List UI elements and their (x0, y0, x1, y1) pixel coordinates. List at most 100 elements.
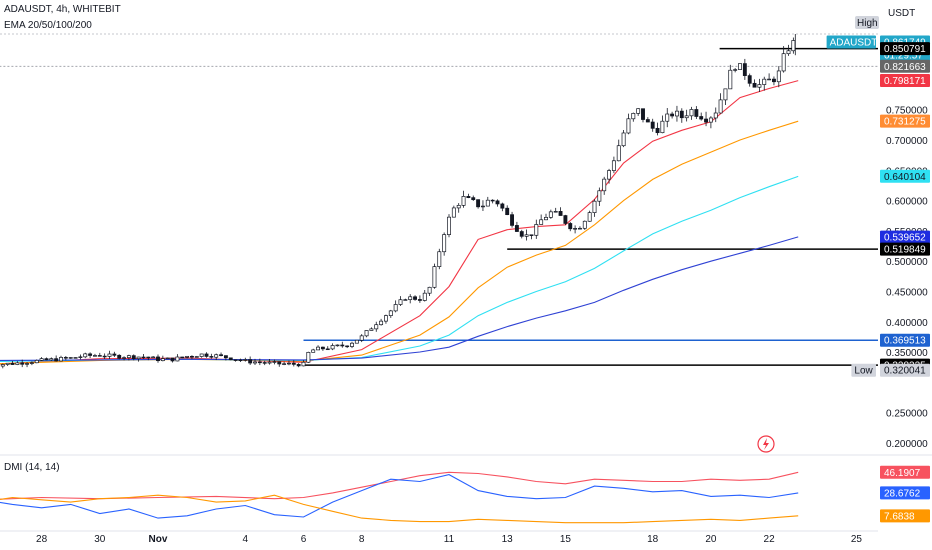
candle (15, 361, 20, 366)
candle-body (151, 356, 156, 359)
high-tag: High (855, 16, 879, 29)
candle (655, 122, 660, 136)
price-tick-label: 0.750000 (886, 106, 928, 117)
candle (126, 354, 131, 361)
candle (107, 350, 112, 359)
candle (29, 361, 34, 366)
candle-body (548, 211, 553, 218)
dmi-tag-value: 7.6838 (884, 511, 915, 522)
candle (214, 353, 219, 361)
time-tick-label: 8 (359, 534, 365, 545)
time-tick-label: 11 (444, 534, 455, 545)
ema-lines (0, 80, 799, 365)
candle (199, 353, 204, 358)
candle-body (354, 339, 359, 344)
candle-body (713, 112, 718, 119)
candle (432, 263, 437, 289)
candle (442, 232, 447, 256)
candle (621, 129, 626, 148)
candle-body (287, 362, 291, 365)
candle (359, 334, 364, 343)
lightning-bolt-icon[interactable] (757, 435, 775, 453)
candle-body (311, 349, 316, 353)
time-axis-ticks[interactable]: 28 30 Nov 4 6 8 11 13 15 18 20 22 25 (36, 534, 862, 545)
candle-body (374, 324, 379, 330)
candle (476, 199, 481, 209)
candle (379, 318, 384, 326)
candle (413, 295, 418, 301)
candle-body (728, 69, 733, 90)
candle-body (369, 328, 374, 331)
candle-body (786, 50, 791, 55)
dmi-legend[interactable]: DMI (14, 14) (4, 462, 60, 473)
candle (112, 351, 117, 357)
candle-body (243, 359, 248, 361)
candle (708, 116, 713, 129)
candle (151, 356, 156, 359)
candle (175, 354, 180, 362)
candle-body (146, 356, 151, 359)
candle (534, 219, 539, 239)
candle (563, 214, 568, 226)
candle-body (131, 355, 136, 360)
candle-body (44, 358, 49, 361)
candle (689, 106, 694, 120)
candle-body (54, 358, 59, 362)
candle (786, 44, 791, 56)
candle (10, 360, 15, 366)
candle-body (771, 78, 776, 83)
candle-body (558, 211, 563, 216)
price-tag-countdown: 01:29:57 (884, 51, 923, 62)
price-tick-label: 0.350000 (886, 348, 928, 359)
candle (59, 355, 63, 362)
candle (320, 346, 325, 351)
candle-body (165, 357, 170, 360)
time-tick-label: 22 (764, 534, 776, 545)
candle-body (68, 357, 73, 359)
candle-body (505, 207, 510, 216)
price-tag-bg (880, 363, 930, 377)
time-tick-label: 13 (502, 534, 514, 545)
indicator-legend[interactable]: EMA 20/50/100/200 (4, 20, 92, 31)
candle (340, 341, 345, 348)
candle-body (102, 355, 107, 358)
candle (674, 105, 679, 122)
candle (301, 360, 306, 367)
candle (190, 355, 194, 360)
candle-body (767, 78, 772, 81)
candle (228, 357, 233, 361)
candle (136, 356, 141, 362)
candle (194, 355, 199, 358)
dmi-line (0, 474, 799, 519)
candle (0, 363, 5, 369)
candle (733, 68, 738, 73)
price-tag: 0.640104 (880, 169, 930, 183)
candle (233, 359, 238, 362)
candle-body (59, 357, 63, 362)
candle-body (388, 310, 393, 316)
time-tick-label: 4 (243, 534, 249, 545)
time-tick-label: 18 (647, 534, 659, 545)
symbol-title[interactable]: ADAUSDT, 4h, WHITEBIT (4, 4, 121, 15)
candle (713, 107, 718, 123)
candle-body (330, 345, 335, 350)
candle (645, 117, 650, 123)
candle (568, 222, 573, 232)
candle-body (306, 351, 311, 363)
candle-body (296, 364, 301, 367)
dmi-tag-bg (880, 486, 930, 500)
candle (277, 361, 282, 367)
time-tick-label: 20 (705, 534, 717, 545)
candle-body (272, 361, 277, 363)
time-tick-label: 28 (36, 534, 48, 545)
candle (369, 327, 374, 331)
candle (180, 356, 185, 359)
candle-body (490, 199, 495, 202)
dmi-line (0, 471, 799, 500)
grid-lines (0, 454, 932, 532)
candle-body (723, 88, 728, 101)
candle-body (636, 108, 641, 114)
candle-body (350, 342, 354, 347)
candle (102, 353, 107, 359)
